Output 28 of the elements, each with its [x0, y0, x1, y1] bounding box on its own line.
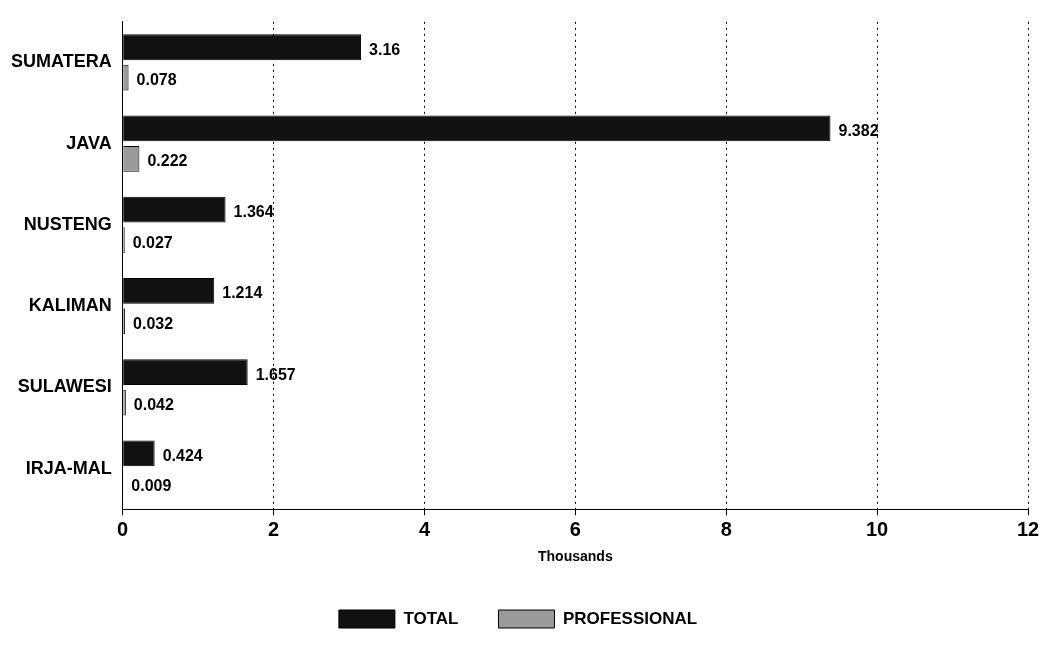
data-label: 3.16 [369, 40, 401, 58]
x-tick-label: 2 [267, 517, 280, 540]
y-tick-label: JAVA [66, 132, 112, 153]
data-label: 0.424 [162, 446, 203, 464]
y-tick-label: SULAWESI [17, 376, 112, 397]
y-tick-label: IRJA-MAL [25, 457, 112, 478]
data-label: 0.222 [147, 152, 188, 170]
data-label: 1.214 [222, 284, 263, 302]
legend-label: PROFESSIONAL [562, 608, 698, 628]
data-label: 0.042 [133, 395, 174, 413]
data-label: 9.382 [838, 121, 879, 139]
x-tick-label: 6 [569, 517, 581, 540]
data-label: 0.009 [131, 477, 172, 495]
data-label: 0.027 [132, 233, 173, 251]
y-tick-label: KALIMAN [28, 295, 112, 316]
x-tick-label: 8 [720, 517, 732, 540]
x-tick-label: 10 [865, 517, 889, 540]
y-tick-label: SUMATERA [10, 51, 112, 72]
x-tick-label: 12 [1016, 517, 1040, 540]
data-label: 1.657 [255, 365, 296, 383]
data-label: 0.032 [133, 314, 174, 332]
y-tick-label: NUSTENG [23, 213, 112, 234]
data-label: 0.078 [136, 71, 177, 89]
x-axis-title: Thousands [537, 548, 613, 565]
data-label: 1.364 [233, 203, 274, 221]
x-tick-label: 4 [418, 517, 431, 540]
x-tick-label: 0 [117, 517, 129, 540]
legend-label: TOTAL [403, 608, 459, 628]
